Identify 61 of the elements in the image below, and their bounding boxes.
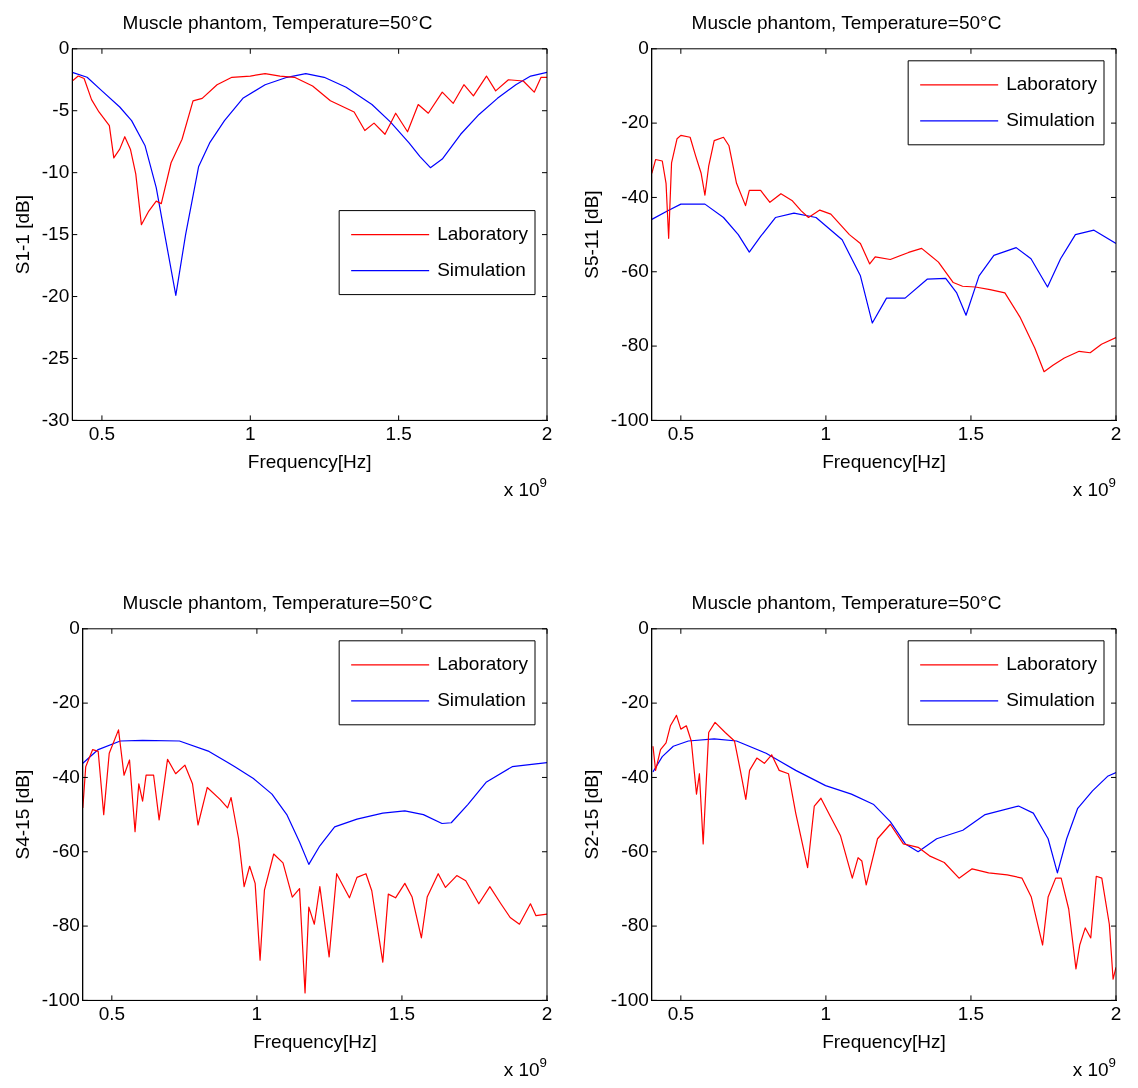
x-axis-title: Frequency[Hz] [822, 450, 946, 472]
x-tick-label: 2 [541, 423, 553, 445]
y-tick-label: -20 [52, 691, 80, 713]
x-tick-label: 1 [820, 1003, 832, 1025]
y-tick-label: -100 [610, 988, 649, 1010]
legend-label: Laboratory [1006, 653, 1098, 675]
x-tick-label: 2 [541, 1003, 553, 1025]
y-tick-label: -80 [621, 334, 649, 356]
y-axis-title: S4-15 [dB] [11, 769, 33, 860]
x-tick-label: 1 [820, 423, 832, 445]
x-tick-label: 0.5 [667, 423, 695, 445]
legend-label: Laboratory [437, 222, 529, 244]
x-tick-label: 1 [251, 1003, 263, 1025]
y-tick-label: -20 [41, 284, 70, 306]
x-tick-label: 1.5 [388, 1003, 416, 1025]
x-tick-label: 2 [1110, 423, 1122, 445]
y-tick-label: -5 [52, 98, 70, 120]
x-axis-title: Frequency[Hz] [247, 450, 372, 472]
x-axis-title: Frequency[Hz] [253, 1030, 377, 1052]
x-tick-label: 1.5 [957, 1003, 985, 1025]
x-axis-title: Frequency[Hz] [822, 1030, 946, 1052]
chart-title: Muscle phantom, Temperature=50°C [691, 11, 1002, 33]
y-tick-label: 0 [638, 617, 649, 639]
legend-label: Simulation [437, 258, 526, 280]
legend-label: Simulation [1006, 689, 1095, 711]
y-tick-label: 0 [638, 37, 649, 59]
legend-label: Laboratory [1006, 73, 1098, 95]
y-tick-label: -100 [610, 408, 649, 430]
y-axis-title: S5-11 [dB] [580, 190, 602, 279]
x-tick-label: 1.5 [385, 423, 412, 445]
y-tick-label: -100 [41, 988, 80, 1010]
y-tick-label: -20 [621, 111, 649, 133]
y-tick-label: -80 [52, 914, 80, 936]
x-tick-label: 0.5 [667, 1003, 695, 1025]
chart-title: Muscle phantom, Temperature=50°C [122, 11, 433, 33]
y-tick-label: -40 [621, 765, 649, 787]
chart-title: Muscle phantom, Temperature=50°C [691, 591, 1002, 613]
y-tick-label: -40 [621, 185, 649, 207]
x-tick-label: 1.5 [957, 423, 985, 445]
y-tick-label: -60 [52, 839, 80, 861]
x-tick-label: 0.5 [98, 1003, 126, 1025]
chart-title: Muscle phantom, Temperature=50°C [122, 591, 433, 613]
x-tick-label: 2 [1110, 1003, 1122, 1025]
legend-label: Laboratory [437, 653, 529, 675]
y-tick-label: 0 [69, 617, 80, 639]
y-axis-title: S1-1 [dB] [11, 194, 33, 275]
legend-label: Simulation [437, 689, 526, 711]
y-tick-label: -60 [621, 259, 649, 281]
y-tick-label: -15 [41, 222, 70, 244]
y-tick-label: -60 [621, 839, 649, 861]
y-tick-label: -25 [41, 346, 70, 368]
x-tick-label: 1 [245, 423, 256, 445]
y-tick-label: -30 [41, 408, 70, 430]
y-axis-title: S2-15 [dB] [580, 769, 602, 860]
y-tick-label: -20 [621, 691, 649, 713]
y-tick-label: -40 [52, 765, 80, 787]
y-tick-label: -10 [41, 160, 70, 182]
legend-label: Simulation [1006, 109, 1095, 131]
y-tick-label: 0 [58, 37, 70, 59]
y-tick-label: -80 [621, 914, 649, 936]
x-tick-label: 0.5 [88, 423, 116, 445]
